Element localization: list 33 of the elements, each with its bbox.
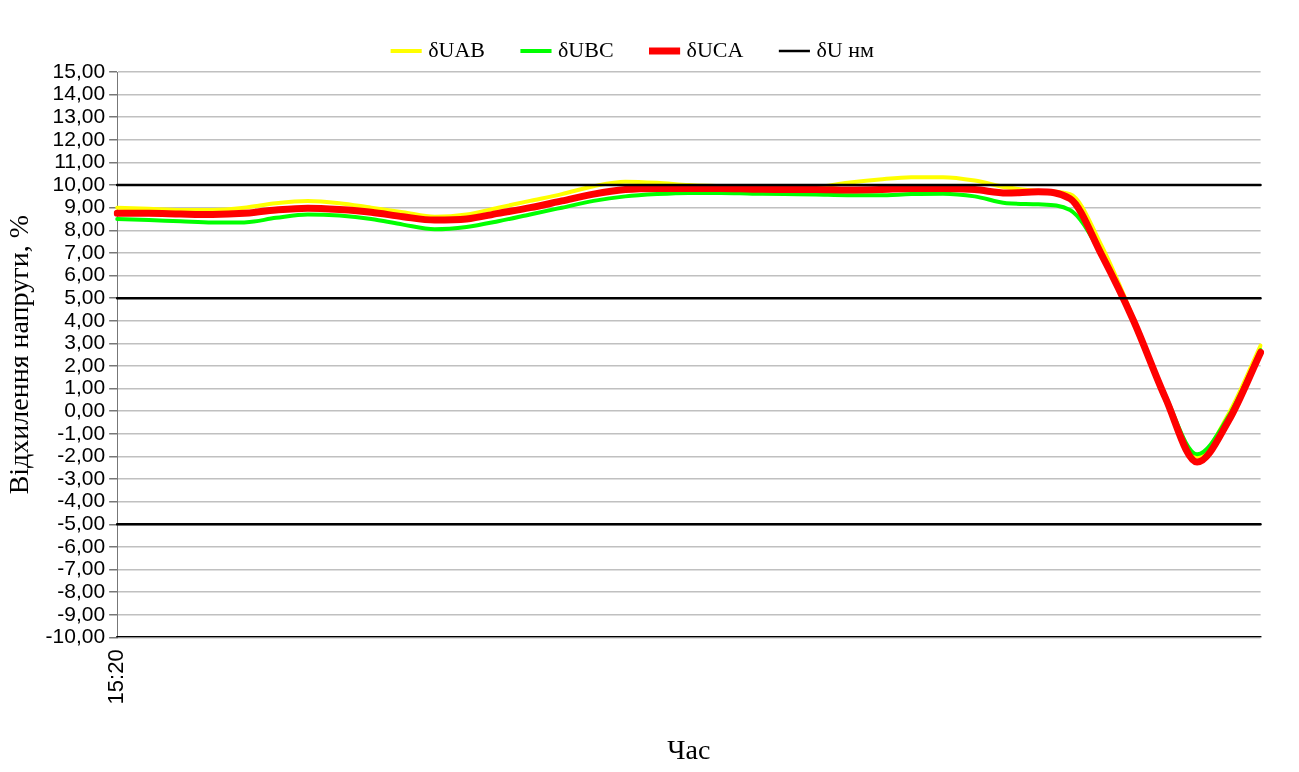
y-tick-label: 6,00	[64, 262, 106, 286]
y-tick-label: -2,00	[57, 443, 106, 467]
x-axis-title: Час	[667, 733, 711, 765]
y-tick-label: 7,00	[64, 239, 106, 263]
y-axis-title: Відхилення напруги, %	[3, 214, 35, 495]
y-tick-label: -3,00	[57, 465, 106, 489]
y-tick-label: 2,00	[64, 352, 106, 376]
y-tick-label: -6,00	[57, 533, 106, 557]
y-tick-label: -9,00	[57, 601, 106, 625]
y-tick-label: 5,00	[64, 284, 106, 308]
y-tick-label: -5,00	[57, 511, 106, 535]
y-tick-label: 9,00	[64, 194, 106, 218]
y-tick-label: 4,00	[64, 307, 106, 331]
legend-label: δUAB	[428, 36, 485, 62]
y-tick-label: -7,00	[57, 556, 106, 580]
y-tick-label: -10,00	[45, 624, 106, 648]
legend-label: δUBC	[557, 36, 614, 62]
y-tick-label: 15,00	[52, 58, 106, 82]
legend-label: δUCA	[686, 36, 744, 62]
x-tick-label: 15:20	[103, 649, 129, 705]
y-tick-label: 14,00	[52, 81, 106, 105]
y-tick-label: 10,00	[52, 171, 106, 195]
y-tick-label: -1,00	[57, 420, 106, 444]
y-tick-label: -4,00	[57, 488, 106, 512]
y-tick-label: 12,00	[52, 126, 106, 150]
y-tick-label: 13,00	[52, 104, 106, 128]
y-tick-label: 3,00	[64, 330, 106, 354]
y-tick-label: 1,00	[64, 375, 106, 399]
y-tick-label: -8,00	[57, 578, 106, 602]
y-tick-label: 11,00	[54, 149, 106, 173]
legend-label: δU нм	[816, 36, 874, 62]
y-tick-label: 8,00	[64, 217, 106, 241]
y-tick-label: 0,00	[64, 398, 106, 421]
